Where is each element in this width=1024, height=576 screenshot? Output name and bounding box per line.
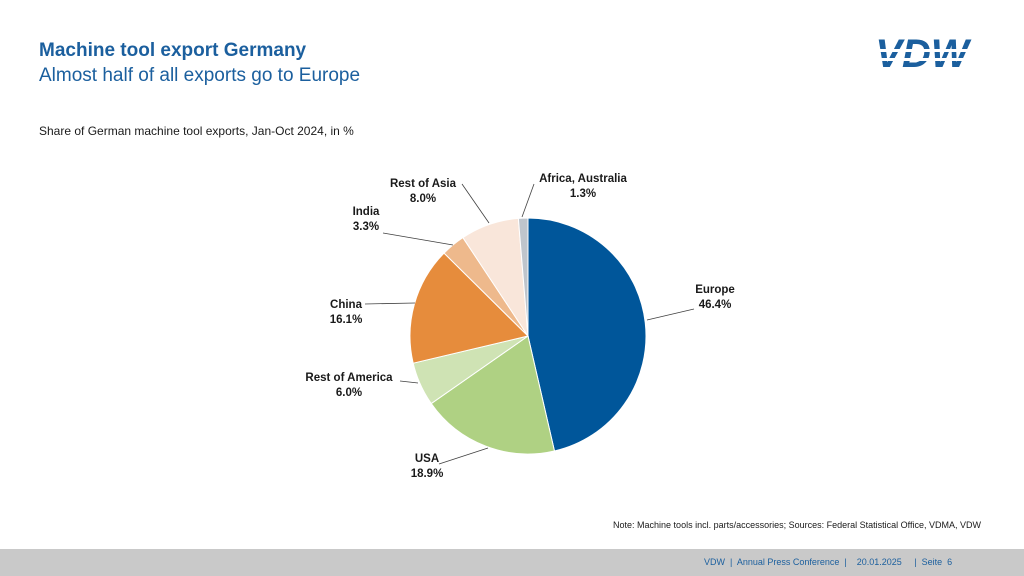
- slice-value-label: 46.4%: [699, 299, 732, 311]
- slice-label: China: [330, 299, 363, 311]
- slice-label: India: [353, 206, 380, 218]
- leader-line: [382, 232, 454, 246]
- svg-text:VDW: VDW: [875, 36, 972, 72]
- slice-value-label: 18.9%: [411, 468, 444, 480]
- leader-line: [399, 380, 419, 384]
- page-title: Machine tool export Germany: [39, 40, 307, 61]
- footer-bar: VDW | Annual Press Conference | 20.01.20…: [0, 549, 1024, 576]
- leader-line: [438, 447, 489, 465]
- slice-value-label: 8.0%: [410, 193, 436, 205]
- page-subtitle: Almost half of all exports go to Europe: [39, 65, 361, 86]
- vdw-logo: VDW: [860, 36, 984, 72]
- pie-slice-china: [409, 252, 529, 364]
- slice-label: USA: [415, 453, 439, 465]
- pie-slice-africa-australia: [517, 217, 529, 337]
- slice-value-label: 16.1%: [330, 314, 363, 326]
- slice-label: Europe: [695, 284, 735, 296]
- slice-value-label: 3.3%: [353, 221, 379, 233]
- slice-label: Rest of Asia: [390, 178, 457, 190]
- leader-line: [646, 308, 695, 321]
- source-note: Note: Machine tools incl. parts/accessor…: [613, 520, 981, 530]
- leader-line: [521, 183, 535, 218]
- slice-label: Rest of America: [305, 372, 393, 384]
- chart-caption: Share of German machine tool exports, Ja…: [39, 124, 354, 138]
- pie-slice-europe: [527, 217, 647, 452]
- slice-value-label: 1.3%: [570, 188, 596, 200]
- footer-text: VDW | Annual Press Conference | 20.01.20…: [704, 557, 953, 567]
- pie-slice-usa: [430, 335, 556, 455]
- leader-line: [364, 302, 416, 305]
- slice-value-label: 6.0%: [336, 387, 362, 399]
- slice-label: Africa, Australia: [539, 173, 627, 185]
- leader-line: [461, 183, 490, 224]
